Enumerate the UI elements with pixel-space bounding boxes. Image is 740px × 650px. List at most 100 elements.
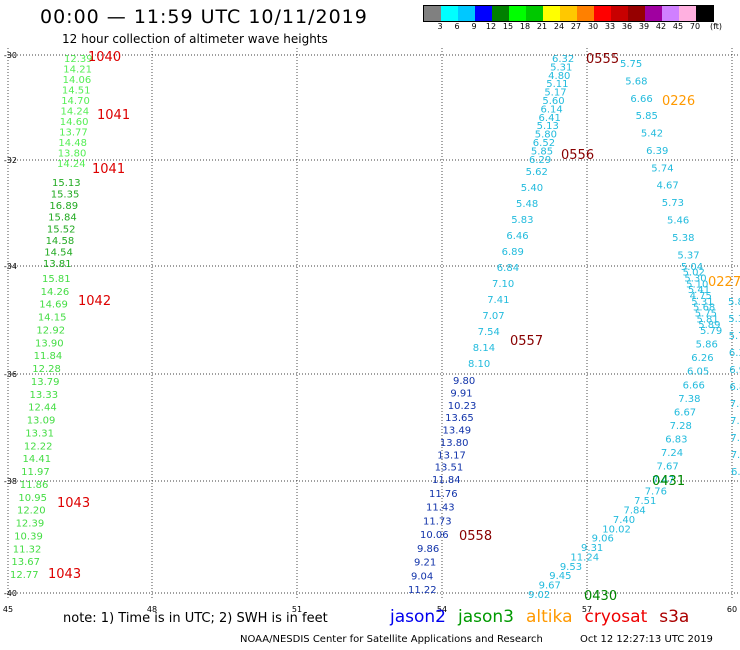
pass-time-label: 0430 bbox=[584, 589, 617, 604]
color-scale-tick: 21 bbox=[536, 22, 548, 31]
wave-height-value: 11.73 bbox=[423, 516, 452, 527]
latitude-tick: -34 bbox=[4, 262, 17, 271]
wave-height-value: 15.13 bbox=[52, 178, 81, 189]
wave-height-value: 5.68 bbox=[625, 76, 647, 87]
wave-height-value: 13.17 bbox=[437, 450, 466, 461]
wave-height-value: 14.06 bbox=[63, 75, 92, 86]
wave-height-value: 15.35 bbox=[51, 190, 80, 201]
wave-height-value: 16.89 bbox=[49, 201, 78, 212]
latitude-tick: -38 bbox=[4, 477, 17, 486]
wave-height-value: 5.41 bbox=[688, 285, 710, 296]
wave-height-value: 7.67 bbox=[657, 462, 679, 473]
wave-height-value: 6.41 bbox=[539, 113, 561, 124]
wave-height-value: 9.80 bbox=[453, 376, 475, 387]
wave-height-value: 5.31 bbox=[691, 297, 713, 308]
wave-height-value: 5.74 bbox=[651, 163, 673, 174]
wave-height-value: 6.83 bbox=[665, 435, 687, 446]
latitude-tick: -40 bbox=[4, 589, 17, 598]
wave-height-value: 5.86 bbox=[696, 340, 718, 351]
wave-height-value: 7.54 bbox=[478, 327, 500, 338]
wave-height-value: 7.28 bbox=[670, 421, 692, 432]
color-swatch bbox=[611, 6, 628, 21]
wave-height-value: 10.06 bbox=[420, 530, 449, 541]
wave-height-value: 6.89 bbox=[502, 247, 524, 258]
wave-height-value: 14.70 bbox=[61, 96, 90, 107]
longitude-tick: 48 bbox=[147, 605, 157, 614]
wave-height-value: 6.8 bbox=[731, 467, 740, 478]
color-scale-tick: 27 bbox=[570, 22, 582, 31]
satellite-jason3: jason3 bbox=[458, 607, 514, 627]
wave-height-value: 15.52 bbox=[47, 224, 76, 235]
wave-height-value: 7.40 bbox=[730, 399, 740, 410]
color-swatch bbox=[526, 6, 543, 21]
wave-height-value: 6.66 bbox=[683, 380, 705, 391]
wave-height-value: 10.95 bbox=[18, 493, 47, 504]
color-scale-tick: 70 bbox=[689, 22, 701, 31]
latitude-tick: -30 bbox=[4, 51, 17, 60]
color-swatch bbox=[628, 6, 645, 21]
wave-height-value: 14.48 bbox=[58, 138, 87, 149]
wave-height-value: 6.52 bbox=[533, 138, 555, 149]
color-scale-tick: 39 bbox=[638, 22, 650, 31]
longitude-tick: 60 bbox=[727, 605, 737, 614]
wave-height-value: 14.41 bbox=[23, 454, 52, 465]
wave-height-value: 12.44 bbox=[28, 403, 57, 414]
longitude-tick: 51 bbox=[292, 605, 302, 614]
wave-height-value: 13.51 bbox=[435, 463, 464, 474]
wave-height-value: 13.80 bbox=[440, 438, 469, 449]
wave-height-value: 7.07 bbox=[482, 311, 504, 322]
wave-height-value: 13.49 bbox=[443, 426, 472, 437]
wave-height-value: 11.97 bbox=[21, 467, 50, 478]
satellite-jason2: jason2 bbox=[390, 607, 446, 627]
color-scale-tick: 33 bbox=[604, 22, 616, 31]
pass-time-label: 0558 bbox=[459, 529, 492, 544]
wave-height-value: 6.14 bbox=[540, 104, 562, 115]
wave-height-value: 6.67 bbox=[674, 407, 696, 418]
wave-height-value: 7.84 bbox=[623, 505, 645, 516]
wave-height-value: 9.45 bbox=[549, 571, 571, 582]
wave-height-value: 11.84 bbox=[34, 351, 63, 362]
wave-height-value: 5.10 bbox=[686, 279, 708, 290]
color-swatch bbox=[696, 6, 713, 21]
wave-height-value: 7.0 bbox=[731, 450, 740, 461]
wave-height-value: 8.10 bbox=[468, 359, 490, 370]
wave-height-value: 14.69 bbox=[39, 300, 68, 311]
axis-labels: 45 48 51 54 57 60 -30 -32 -34 -36 -38 -40 bbox=[3, 51, 737, 614]
wave-height-value: 5.79 bbox=[700, 326, 722, 337]
wave-height-value: 6.32 bbox=[552, 54, 574, 65]
wave-height-value: 5.89 bbox=[698, 320, 720, 331]
color-swatch bbox=[458, 6, 475, 21]
wave-height-value: 6.84 bbox=[497, 263, 519, 274]
wave-height-value: 15.84 bbox=[48, 213, 77, 224]
pass-time-label: 1043 bbox=[57, 496, 90, 511]
pass-time-label: 0226 bbox=[662, 94, 695, 109]
color-swatch bbox=[492, 6, 509, 21]
color-swatch bbox=[594, 6, 611, 21]
wave-height-value: 5.46 bbox=[667, 216, 689, 227]
wave-height-value: 13.09 bbox=[27, 416, 56, 427]
color-scale-tick: 24 bbox=[553, 22, 565, 31]
color-swatch bbox=[475, 6, 492, 21]
color-scale-tick: 3 bbox=[437, 22, 443, 31]
wave-height-value: 14.26 bbox=[41, 287, 70, 298]
wave-height-value: 7.24 bbox=[661, 448, 683, 459]
color-scale-tick: 36 bbox=[621, 22, 633, 31]
wave-height-value: 9.53 bbox=[560, 562, 582, 573]
color-scale-tick: 42 bbox=[655, 22, 667, 31]
color-scale-tick: 6 bbox=[454, 22, 460, 31]
pass-time-label: 1042 bbox=[78, 294, 111, 309]
wave-height-value: 5.75 bbox=[695, 309, 717, 320]
color-scale-unit: (ft) bbox=[709, 22, 723, 31]
longitude-tick: 45 bbox=[3, 605, 13, 614]
wave-height-value: 5.42 bbox=[641, 129, 663, 140]
latitude-tick: -32 bbox=[4, 156, 17, 165]
wave-height-value: 6.39 bbox=[646, 146, 668, 157]
pass-time-label: 0556 bbox=[561, 148, 594, 163]
satellite-altika: altika bbox=[526, 607, 573, 627]
wave-height-value: 9.02 bbox=[528, 590, 550, 601]
page-title: 00:00 — 11:59 UTC 10/11/2019 bbox=[40, 6, 368, 28]
wave-height-value: 6.33 bbox=[729, 348, 740, 359]
color-swatch bbox=[577, 6, 594, 21]
wave-height-value: 7.10 bbox=[492, 279, 514, 290]
